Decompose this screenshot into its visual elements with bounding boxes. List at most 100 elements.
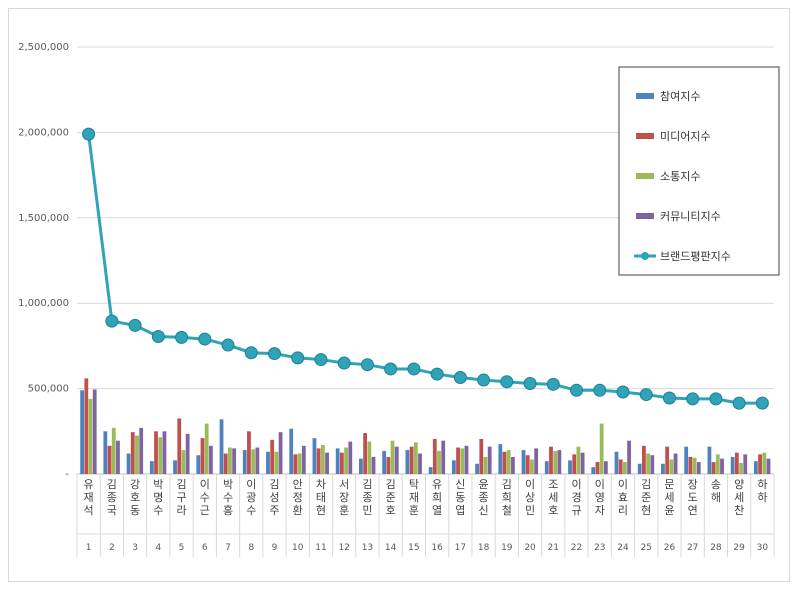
y-tick-label: 1,500,000 [18, 213, 69, 224]
category-label-char: 호 [386, 504, 396, 517]
category-label-char: 김 [386, 478, 396, 491]
category-label-char: 국 [107, 504, 117, 517]
bar [208, 445, 213, 474]
category-label-char: 라 [176, 504, 186, 517]
bar [255, 447, 260, 474]
line-point [686, 392, 700, 406]
line-point [732, 396, 746, 410]
bar [475, 463, 479, 474]
bar [135, 435, 139, 474]
bar [637, 463, 642, 474]
y-tick-label: 2,500,000 [18, 42, 69, 53]
rank-label: 14 [385, 543, 397, 553]
category-label-char: 수 [223, 491, 233, 504]
category-label-char: 조 [548, 478, 558, 491]
bar [339, 452, 344, 474]
category-label-char: 연 [688, 504, 698, 517]
category-label-char: 근 [200, 504, 210, 517]
category-label-char: 동 [455, 491, 465, 504]
category-label-char: 엽 [455, 504, 465, 517]
rank-label: 11 [315, 543, 326, 553]
bar [483, 456, 488, 474]
bar [111, 427, 116, 474]
y-tick-label: 2,000,000 [18, 127, 69, 138]
category-label-char: 이 [571, 478, 581, 491]
bar [139, 427, 144, 474]
bar [622, 462, 627, 474]
rank-label: 25 [640, 543, 651, 553]
line-point [662, 391, 676, 405]
bar [348, 441, 353, 474]
category-label-char: 세 [734, 491, 744, 504]
bar [320, 444, 325, 474]
legend-swatch-marker [641, 252, 649, 260]
bars [80, 378, 771, 474]
bar [251, 449, 256, 474]
bar [618, 459, 623, 474]
legend-swatch [636, 93, 654, 99]
category-label-char: 세 [548, 491, 558, 504]
bar [126, 453, 131, 474]
bar [293, 454, 298, 474]
bar [684, 446, 689, 474]
bar [572, 454, 577, 474]
line-point [453, 370, 467, 384]
line-point [221, 338, 235, 352]
bar [173, 460, 177, 474]
category-label-char: 안 [293, 478, 303, 491]
category-label-char: 자 [595, 504, 605, 517]
bar [720, 458, 724, 474]
bar [460, 448, 465, 474]
rank-label: 30 [757, 543, 769, 553]
bar [739, 462, 743, 474]
category-label-char: 박 [153, 478, 163, 491]
line-point [616, 385, 630, 399]
brand-index-line [82, 127, 769, 410]
category-label-char: 김 [502, 478, 512, 491]
rank-label: 4 [155, 543, 161, 553]
y-tick-label: - [65, 469, 69, 480]
rank-label: 16 [431, 543, 443, 553]
line-point [384, 362, 398, 376]
bar [312, 438, 317, 474]
line-point [709, 392, 723, 406]
category-label-char: 강 [130, 478, 140, 491]
rank-label: 1 [86, 543, 92, 553]
bar [669, 459, 674, 474]
bar [297, 453, 302, 474]
rank-label: 9 [272, 543, 278, 553]
bar [390, 440, 395, 474]
bar [84, 378, 89, 474]
bar [88, 398, 93, 474]
category-label-char: 정 [293, 491, 303, 504]
category-label-char: 성 [269, 491, 279, 504]
y-tick-label: 500,000 [28, 384, 69, 395]
category-label-char: 철 [502, 504, 512, 517]
bar [154, 431, 158, 474]
line-point [523, 376, 537, 390]
bar [316, 448, 321, 474]
rank-label: 26 [664, 543, 676, 553]
legend-label: 미디어지수 [660, 130, 711, 143]
bar [734, 452, 739, 474]
bar [394, 446, 399, 474]
category-label-char: 서 [339, 478, 349, 491]
category-label-char: 세 [664, 491, 674, 504]
legend-box [618, 66, 780, 276]
category-label-char: 이 [595, 478, 605, 491]
bar [715, 454, 720, 474]
category-label-char: 주 [269, 504, 279, 517]
bar [568, 460, 572, 474]
category-label-char: 김 [641, 478, 651, 491]
category-label-char: 희 [432, 491, 442, 504]
rank-label: 28 [710, 543, 722, 553]
legend-label: 소통지수 [660, 170, 700, 183]
bar [451, 460, 456, 474]
category-label-char: 경 [571, 491, 581, 504]
